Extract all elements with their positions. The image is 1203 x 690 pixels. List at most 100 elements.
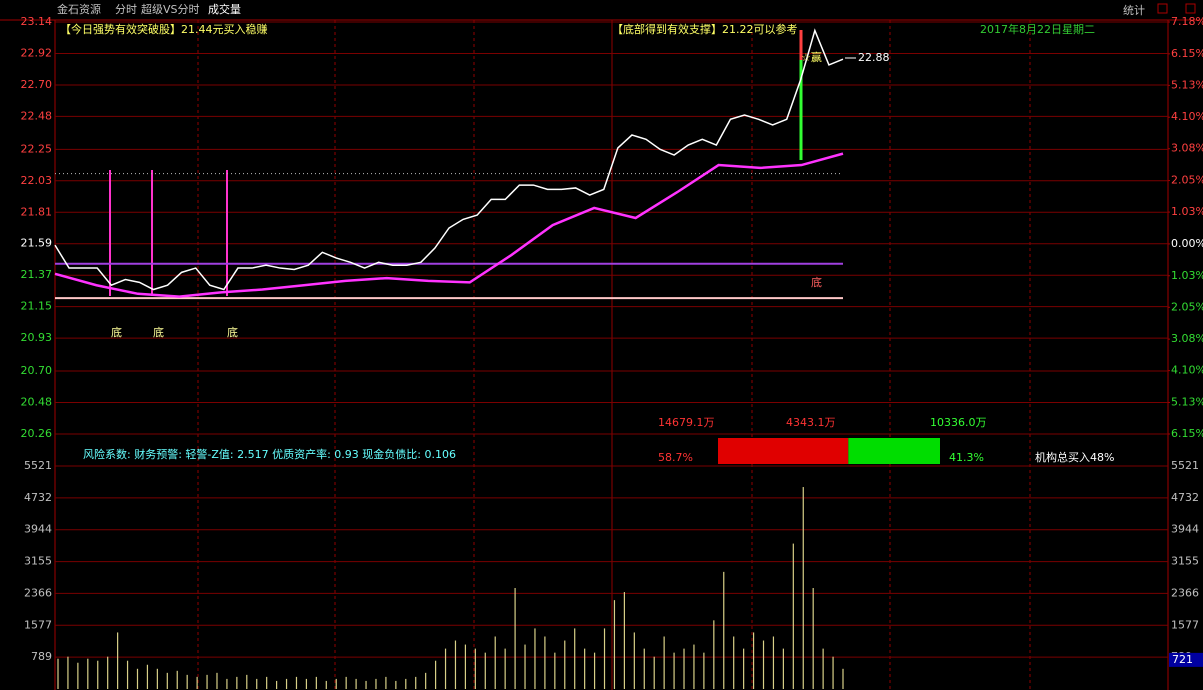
- volume-bar: [743, 648, 745, 689]
- y2-tick-label: 1.03%: [1171, 205, 1203, 218]
- volume-bar: [226, 678, 228, 689]
- y2-tick-label: 1577: [1171, 618, 1199, 631]
- y-tick-label: 22.70: [21, 78, 53, 91]
- volume-bar: [206, 674, 208, 689]
- risk-info: 风险系数: 财务预警: 轻警-Z值: 2.517 优质资产率: 0.93 现金负…: [83, 447, 456, 461]
- y-tick-label: 20.48: [21, 396, 53, 409]
- mode-tab[interactable]: 分时: [115, 3, 137, 16]
- fund-red-bar: [718, 438, 849, 464]
- volume-bar: [454, 640, 457, 689]
- volume-bar: [117, 632, 119, 689]
- volume-bar: [574, 628, 576, 689]
- volume-bar: [295, 676, 298, 689]
- volume-bar: [673, 652, 675, 689]
- volume-bar: [703, 652, 705, 689]
- volume-bar: [87, 658, 89, 689]
- volume-bar: [385, 676, 387, 689]
- volume-bar: [464, 644, 467, 689]
- volume-bar: [77, 662, 79, 689]
- y2-tick-label: 3155: [1171, 555, 1199, 568]
- volume-bar: [504, 648, 506, 689]
- y2-tick-label: 0.00%: [1171, 237, 1203, 250]
- indicator-tab[interactable]: 超级VS分时: [141, 2, 200, 16]
- signal-text: 【今日强势有效突破股】21.44元买入稳赚: [60, 22, 268, 36]
- y-tick-label: 22.48: [21, 109, 53, 122]
- bottom-mark: 底: [227, 325, 238, 339]
- bottom-mark: 底: [811, 275, 822, 289]
- volume-bar: [484, 652, 486, 689]
- fund-sell: 4343.1万: [786, 416, 836, 429]
- volume-bar: [613, 600, 616, 689]
- y2-tick-label: 3.08%: [1171, 332, 1203, 345]
- volume-bar: [355, 678, 357, 689]
- volume-bar: [415, 676, 417, 689]
- y2-tick-label: 6.15%: [1171, 47, 1203, 60]
- y-tick-label: 23.14: [21, 15, 53, 28]
- volume-bar: [276, 680, 278, 689]
- volume-bar: [107, 656, 109, 689]
- y-tick-label: 4732: [24, 491, 52, 504]
- volume-bar: [375, 678, 377, 689]
- volume-bar: [196, 676, 198, 689]
- y-tick-label: 1577: [24, 618, 52, 631]
- volume-bar: [633, 632, 635, 689]
- volume-bar: [713, 620, 715, 689]
- fund-buy: 10336.0万: [930, 416, 987, 429]
- volume-bar: [733, 636, 735, 689]
- window-button[interactable]: [1185, 3, 1196, 14]
- stock-name: 金石资源: [57, 2, 101, 16]
- y-tick-label: 21.81: [21, 205, 53, 218]
- volume-bar: [186, 674, 188, 689]
- y-tick-label: 22.92: [21, 46, 53, 59]
- sub-tab[interactable]: 成交量: [208, 2, 241, 16]
- volume-bar: [812, 588, 814, 689]
- volume-bar: [444, 648, 447, 689]
- volume-bar: [593, 652, 596, 689]
- volume-bar: [494, 636, 496, 689]
- volume-bar: [643, 648, 645, 689]
- volume-bar: [67, 656, 69, 689]
- stats-button[interactable]: 统计: [1123, 4, 1145, 17]
- y2-tick-label: 5.13%: [1171, 78, 1203, 91]
- volume-bar: [792, 543, 794, 689]
- volume-bar: [176, 670, 178, 689]
- volume-bar: [653, 656, 655, 689]
- y2-tick-label: 6.15%: [1171, 427, 1203, 440]
- volume-bar: [693, 644, 695, 689]
- volume-bar: [57, 658, 59, 689]
- volume-bar: [146, 664, 149, 689]
- volume-bar: [752, 632, 755, 689]
- y-tick-label: 20.70: [21, 364, 53, 377]
- y-tick-label: 22.03: [21, 174, 53, 187]
- volume-bar: [683, 648, 685, 689]
- volume-bar: [474, 648, 476, 689]
- price-line: [54, 152, 844, 298]
- y-tick-label: 21.37: [21, 268, 53, 281]
- fund-green-bar: [848, 438, 940, 464]
- y2-tick-label: 1.03%: [1171, 269, 1203, 282]
- volume-bar: [434, 660, 437, 689]
- volume-bar: [822, 648, 824, 689]
- volume-bar: [663, 636, 665, 689]
- volume-bar: [564, 640, 566, 689]
- volume-bar: [534, 628, 536, 689]
- volume-bar: [524, 644, 526, 689]
- y2-tick-label: 7.18%: [1171, 15, 1203, 28]
- volume-bar: [335, 678, 337, 689]
- volume-bar: [782, 648, 784, 689]
- y-tick-label: 21.15: [21, 300, 53, 313]
- last-price: 22.88: [858, 51, 890, 64]
- volume-bar: [266, 676, 268, 689]
- price-line: [54, 28, 844, 291]
- y-tick-label: 20.26: [21, 427, 53, 440]
- y2-tick-label: 4732: [1171, 491, 1199, 504]
- volume-bar: [97, 660, 99, 689]
- volume-bar: [832, 656, 834, 689]
- window-button[interactable]: [1157, 3, 1168, 14]
- latest-volume-box: [1169, 652, 1203, 667]
- volume-bar: [584, 648, 586, 689]
- volume-bar: [772, 636, 775, 689]
- bottom-mark: 底: [111, 325, 122, 339]
